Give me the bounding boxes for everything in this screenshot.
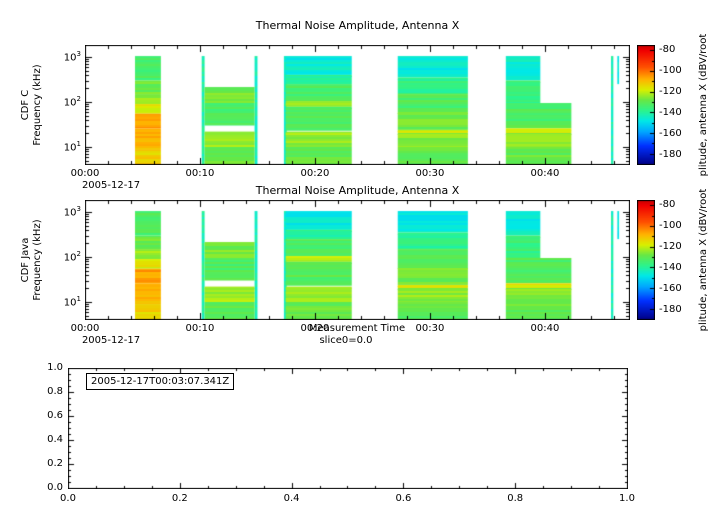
x-tick-label: 0.0 [60,493,76,504]
y-tick-label: 101 [63,140,81,154]
x-tick-label: 0.8 [507,493,524,504]
colorbar-tick-label: -140 [659,106,682,118]
plot2-x-axis-label: Measurement Time [308,323,406,334]
colorbar-tick-label: -80 [659,199,676,211]
plot2-y-axis-label-line2: Frequency (kHz) [32,219,43,301]
x-tick-label: 00:40 [530,323,560,334]
plot1-colorbar-label: plitude, antenna X (dBV/root [698,33,709,177]
colorbar-tick-label: -180 [659,148,682,160]
colorbar-tick-label: -180 [659,303,682,315]
colorbar-tick-label: -160 [659,282,682,294]
colorbar-tick-label: -120 [659,240,682,252]
colorbar-tick-label: -140 [659,261,682,273]
plot2-colorbar-label: plitude, antenna X (dBV/root [698,188,709,332]
y-tick-label: 103 [63,50,81,64]
x-tick-label: 0.6 [395,493,412,504]
x-tick-label: 00:30 [415,168,445,179]
y-tick-label: 0.6 [47,410,63,421]
x-tick-label: 0.4 [283,493,300,504]
x-tick-label: 00:30 [415,323,445,334]
x-tick-label: 1.0 [619,493,635,504]
plot2-y-axis-label-line1: CDF Java [20,237,31,283]
plot2-spectrogram[interactable] [85,200,630,320]
y-tick-label: 1.0 [47,362,63,373]
x-tick-label: 00:10 [185,168,215,179]
plot2-x-axis-date: 2005-12-17 [81,335,141,346]
x-tick-label: 00:20 [300,168,330,179]
plot1-y-axis-label-line2: Frequency (kHz) [32,64,43,146]
y-tick-label: 0.8 [47,386,63,397]
plot1-x-axis-date: 2005-12-17 [81,180,141,191]
plot1-spectrogram[interactable] [85,45,630,165]
x-tick-label: 00:40 [530,168,560,179]
y-tick-label: 101 [63,295,81,309]
colorbar-tick-label: -100 [659,65,682,77]
y-tick-label: 102 [63,95,81,109]
plot2-y-axis-label: CDF Java Frequency (kHz) [20,219,44,300]
y-tick-label: 0.0 [47,482,63,493]
plot1-y-axis-label: CDF C Frequency (kHz) [20,64,44,145]
colorbar-tick-label: -100 [659,220,682,232]
y-tick-label: 103 [63,205,81,219]
x-tick-label: 00:20 [300,323,330,334]
plot1-colorbar [637,45,655,165]
plot1-y-axis-label-line1: CDF C [20,89,31,121]
colorbar-tick-label: -80 [659,44,676,56]
x-tick-label: 00:10 [185,323,215,334]
plot2-colorbar [637,200,655,320]
y-tick-label: 0.4 [47,434,63,445]
y-tick-label: 102 [63,250,81,264]
plot2-x-axis-sublabel: slice0=0.0 [319,335,373,346]
x-tick-label: 0.2 [171,493,188,504]
y-tick-label: 0.2 [47,458,63,469]
plot2-title: Thermal Noise Amplitude, Antenna X [255,184,460,197]
plot1-title: Thermal Noise Amplitude, Antenna X [255,19,460,32]
colorbar-tick-label: -120 [659,85,682,97]
x-tick-label: 00:00 [70,323,100,334]
plot3-annotation[interactable]: 2005-12-17T00:03:07.341Z [86,373,235,390]
colorbar-tick-label: -160 [659,127,682,139]
x-tick-label: 00:00 [70,168,100,179]
